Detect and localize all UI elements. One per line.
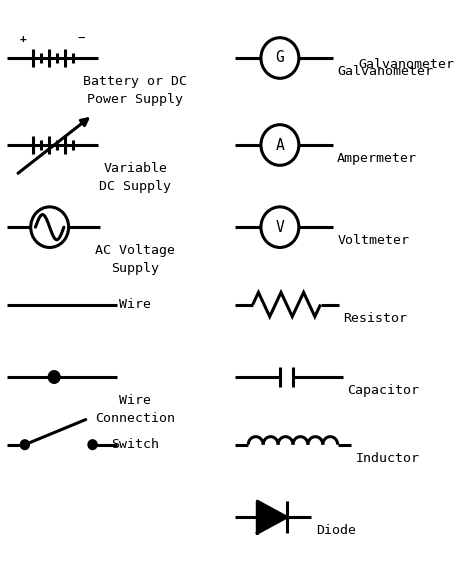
Text: AC Voltage
Supply: AC Voltage Supply bbox=[95, 244, 175, 275]
Text: V: V bbox=[275, 220, 284, 235]
Text: A: A bbox=[275, 137, 284, 153]
Text: Ampermeter: Ampermeter bbox=[337, 153, 417, 165]
Text: Variable
DC Supply: Variable DC Supply bbox=[100, 162, 172, 193]
Text: Inductor: Inductor bbox=[356, 452, 419, 465]
Circle shape bbox=[20, 440, 29, 450]
Text: Diode: Diode bbox=[316, 524, 356, 538]
Circle shape bbox=[48, 371, 60, 383]
Text: −: − bbox=[78, 31, 85, 45]
Text: +: + bbox=[19, 34, 26, 45]
Text: Galvanometer: Galvanometer bbox=[337, 66, 433, 78]
Polygon shape bbox=[257, 501, 287, 533]
Text: Galvanometer: Galvanometer bbox=[358, 58, 454, 71]
Text: Voltmeter: Voltmeter bbox=[337, 234, 409, 248]
Text: Capacitor: Capacitor bbox=[347, 385, 419, 397]
Text: Resistor: Resistor bbox=[343, 312, 407, 325]
Text: Switch: Switch bbox=[111, 438, 159, 451]
Text: G: G bbox=[275, 50, 284, 66]
Text: Wire
Connection: Wire Connection bbox=[95, 394, 175, 425]
Text: Wire: Wire bbox=[119, 298, 151, 311]
Text: Battery or DC
Power Supply: Battery or DC Power Supply bbox=[83, 75, 187, 106]
Circle shape bbox=[88, 440, 97, 450]
